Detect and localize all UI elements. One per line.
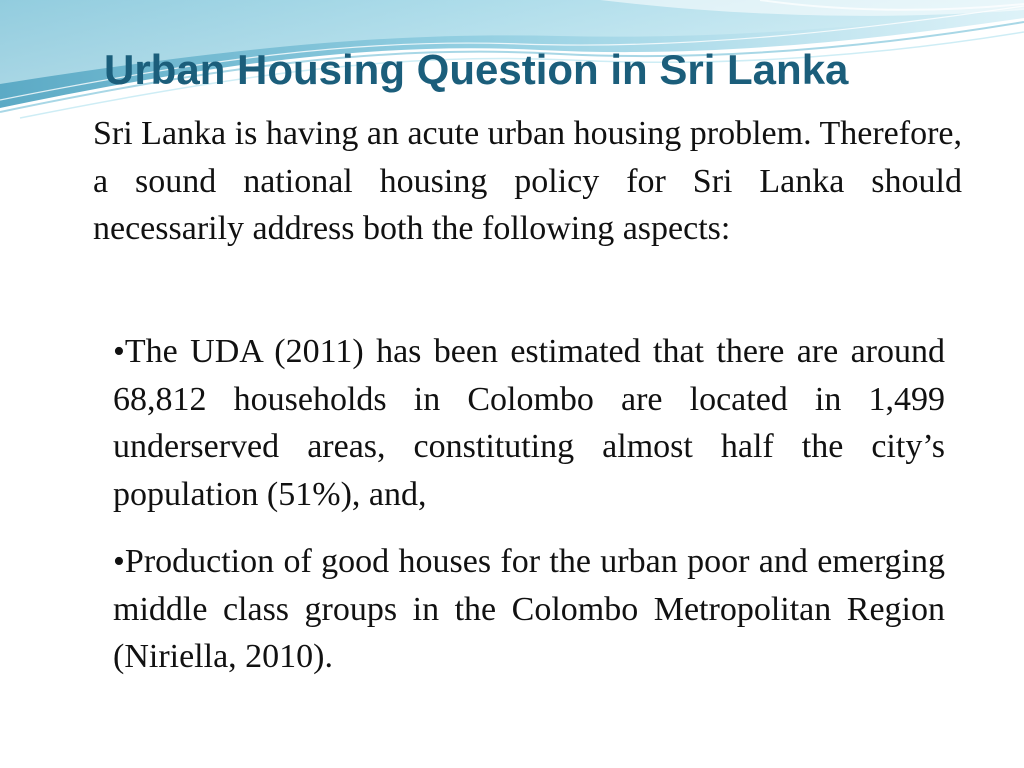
bullet-item-production-houses: •Production of good houses for the urban…	[113, 543, 945, 675]
bullet-list: •The UDA (2011) has been estimated that …	[113, 328, 945, 701]
slide-title: Urban Housing Question in Sri Lanka	[104, 46, 849, 93]
intro-paragraph: Sri Lanka is having an acute urban housi…	[93, 115, 962, 247]
bullet-item-uda-estimate: •The UDA (2011) has been estimated that …	[113, 333, 945, 513]
header-wave-decoration	[0, 0, 1024, 119]
